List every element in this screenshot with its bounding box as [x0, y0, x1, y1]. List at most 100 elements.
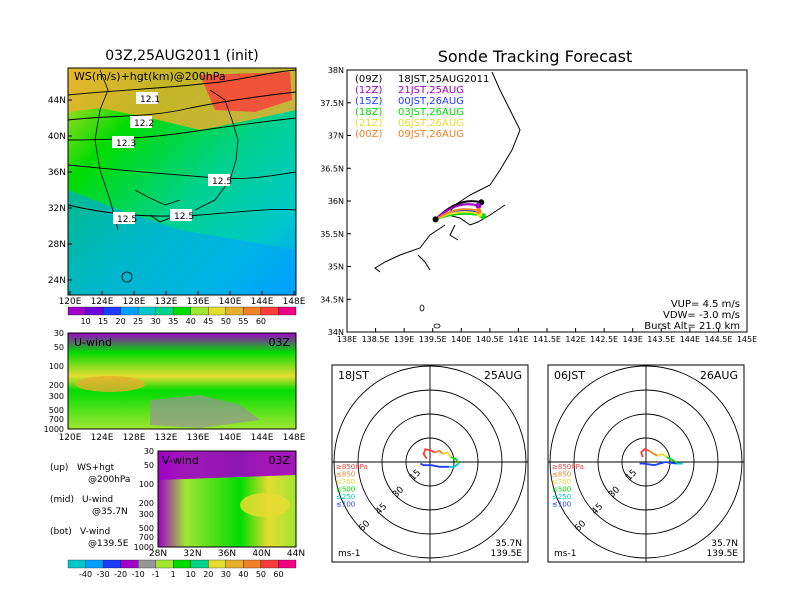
vup-value: VUP= 4.5 m/s — [671, 299, 740, 310]
ws-colorbar-cell — [138, 306, 156, 316]
track-map-y-axis: 38N 37.5N 37N 36.5N 36N 35.5N 35N 34.5N 34N — [320, 66, 351, 337]
ws-colorbar-label: 10 — [80, 317, 90, 326]
u-wind-weak — [150, 395, 260, 428]
u-wind-frame — [67, 332, 297, 430]
v-wind-frame — [157, 450, 297, 548]
wind-colorbar-cell — [260, 559, 279, 569]
wind-colorbar-label: 40 — [238, 570, 248, 579]
hodograph-lon-label: 139.5E — [491, 549, 523, 559]
ws-y-tick-label: 24N — [48, 276, 66, 286]
ws-x-tick-label: 128E — [123, 297, 146, 307]
ws-map-frame — [67, 67, 297, 296]
hodograph-segment — [442, 451, 452, 458]
track-x-tick-label: 138E — [337, 335, 357, 344]
ws-colorbar-label: 40 — [186, 317, 196, 326]
ws-colorbar-label: 25 — [133, 317, 143, 326]
v-wind-upper — [158, 451, 296, 480]
track-x-tick-label: 144E — [680, 335, 700, 344]
track-y-tick-label: 37.5N — [320, 99, 344, 108]
legend-text: U-wind — [82, 495, 113, 505]
legend-sub: @35.7N — [92, 507, 128, 517]
ws-colorbar-cell — [190, 306, 209, 316]
track-legend-code: (12Z) — [355, 85, 382, 96]
panel-legend: (up) WS+hgt @200hPa (mid) U-wind @35.7N … — [50, 463, 130, 549]
track-x-tick-label: 138.5E — [362, 335, 390, 344]
ws-colorbar-label: 35 — [168, 317, 178, 326]
ws-x-tick-label: 132E — [155, 297, 178, 307]
contour-label: 12.3 — [116, 139, 136, 149]
u-y-tick-label: 200 — [49, 381, 64, 390]
track-x-tick-label: 141.5E — [533, 335, 561, 344]
hodograph-level-label: ≥850hPa — [336, 463, 368, 471]
contour-labels: 12.1 12.2 12.3 12.5 12.5 12.5 — [112, 92, 232, 225]
hodograph-segment — [450, 456, 460, 465]
ws-colorbar: 10 15 20 25 30 35 40 45 50 55 60 — [67, 306, 297, 326]
hodograph-date-label: 25AUG — [484, 369, 522, 382]
vdw-value: VDW= -3.0 m/s — [663, 310, 740, 321]
wind-colorbar: -40 -30 -20 -10 -1 1 10 20 30 40 50 60 — [67, 559, 297, 579]
hodograph-segment — [434, 449, 444, 455]
hodograph-segment — [449, 462, 460, 468]
track-y-tick-label: 38N — [328, 66, 344, 75]
ws-y-tick-label: 36N — [48, 168, 66, 178]
track-y-tick-label: 35N — [328, 263, 344, 272]
hodograph-level-label: ≤700 — [552, 478, 571, 486]
ws-map-x-axis: 120E 124E 128E 132E 136E 140E 144E 148E — [59, 291, 306, 307]
sonde-track — [435, 208, 479, 221]
wind-colorbar-label: -40 — [79, 570, 92, 579]
ws-colorbar-label: 50 — [221, 317, 231, 326]
hodograph-06jst: 15304560≥850hPa≤850≤700≤500≤250≤10006JST… — [547, 364, 745, 563]
ws-y-tick-label: 28N — [48, 240, 66, 250]
ws-colorbar-cell — [102, 306, 121, 316]
island — [433, 323, 441, 329]
v-x-tick-label: 44N — [287, 549, 305, 559]
v-x-tick-label: 40N — [252, 549, 270, 559]
hodograph-segment — [640, 448, 650, 458]
track-legend-label: 06JST,26AUG — [398, 118, 464, 129]
track-x-tick-label: 139E — [394, 335, 414, 344]
u-y-tick-label: 700 — [49, 415, 64, 424]
hodograph-level-label: ≤500 — [336, 486, 355, 494]
ws-colorbar-cell — [225, 306, 244, 316]
u-wind-x-axis: 120E 124E 128E 132E 136E 140E 144E 148E — [59, 433, 306, 443]
ws-colorbar-label: 15 — [98, 317, 108, 326]
track-y-tick-label: 35.5N — [320, 230, 344, 239]
sonde-launch-point — [432, 216, 439, 223]
wind-colorbar-label: -20 — [114, 570, 127, 579]
hodograph-level-label: ≤500 — [552, 486, 571, 494]
v-y-tick-label: 700 — [139, 533, 154, 542]
ws-colorbar-label: 60 — [256, 317, 266, 326]
v-x-tick-label: 32N — [183, 549, 201, 559]
track-legend-code: (00Z) — [355, 129, 382, 140]
v-y-tick-label: 300 — [139, 510, 154, 519]
wind-colorbar-cell — [102, 559, 121, 569]
wind-colorbar-label: -1 — [152, 570, 160, 579]
wind-colorbar-cell — [225, 559, 244, 569]
contour-label: 12.5 — [117, 215, 137, 225]
u-x-tick-label: 148E — [283, 433, 306, 443]
hodograph-level-label: ≤700 — [336, 478, 355, 486]
wind-colorbar-cell — [208, 559, 226, 569]
ws-x-tick-label: 148E — [283, 297, 306, 307]
track-x-tick-label: 140E — [451, 335, 471, 344]
hodograph-lon-label: 139.5E — [707, 549, 739, 559]
ws-colorbar-cell — [208, 306, 226, 316]
contour-label: 12.5 — [174, 212, 194, 222]
v-wind-time: 03Z — [268, 454, 290, 467]
island — [419, 304, 425, 312]
track-map-panel: (09Z) 18JST,25AUG2011 (12Z) 21JST,25AUG (15Z… — [320, 66, 757, 344]
u-x-tick-label: 124E — [91, 433, 114, 443]
v-y-tick-label: 500 — [139, 524, 154, 533]
track-x-tick-label: 145E — [737, 335, 757, 344]
wind-colorbar-cell — [120, 559, 139, 569]
track-x-tick-label: 142E — [565, 335, 585, 344]
hodograph-time-label: 06JST — [554, 369, 585, 382]
coastlines — [94, 69, 239, 231]
wind-colorbar-cell — [173, 559, 191, 569]
ws-map-label: WS(m/s)+hgt(km)@200hPa — [74, 70, 226, 83]
track-legend-label: 09JST,26AUG — [398, 129, 464, 140]
ws-colorbar-cell — [67, 306, 86, 316]
ws-map-panel: WS(m/s)+hgt(km)@200hPa 12.1 12.2 12.3 12… — [48, 67, 306, 307]
ws-colorbar-cell — [155, 306, 174, 316]
